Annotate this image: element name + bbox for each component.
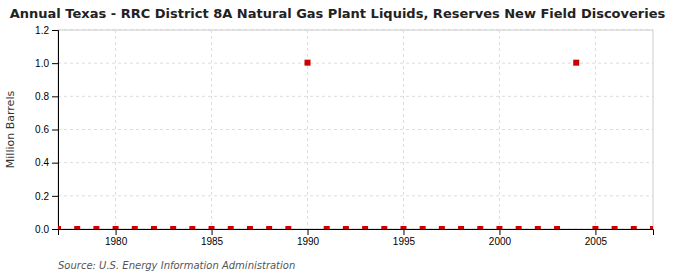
x-tick: 2005 (585, 229, 608, 247)
x-tick-mark (116, 229, 117, 235)
grid-line-y (58, 195, 653, 196)
point (113, 226, 119, 229)
y-tick: 0.2 (35, 191, 58, 202)
point (74, 226, 80, 229)
x-tick-label: 1980 (105, 236, 128, 247)
y-axis-title: Million Barrels (4, 91, 17, 169)
point (477, 226, 483, 229)
annotation: Source: U.S. Energy Information Administ… (58, 260, 295, 271)
point (420, 226, 426, 229)
grid-line-x (499, 30, 500, 229)
x-axis: 1980 1985 1990 1995 2000 2005 (59, 229, 654, 247)
point (170, 226, 176, 229)
x-axis-line (59, 230, 654, 236)
y-tick: 1.0 (35, 58, 58, 69)
point (247, 226, 253, 229)
y-tick-mark (52, 196, 58, 197)
x-tick: 1985 (201, 229, 224, 247)
point (516, 226, 522, 229)
x-tick-label: 1995 (393, 236, 416, 247)
y-tick-label: 0.6 (35, 124, 49, 135)
point (93, 226, 99, 229)
y-tick: 0.0 (35, 224, 58, 235)
point (305, 60, 311, 66)
y-tick-mark (52, 30, 58, 31)
point (458, 226, 464, 229)
y-tick: 0.6 (35, 124, 58, 135)
point (132, 226, 138, 229)
grid-line-x (211, 30, 212, 229)
plot-frame (58, 30, 653, 229)
point (554, 226, 560, 229)
point (362, 226, 368, 229)
point (535, 226, 541, 229)
points (58, 60, 653, 229)
x-tick-mark (212, 229, 213, 235)
point (228, 226, 234, 229)
x-tick: 1995 (393, 229, 416, 247)
point (573, 60, 579, 66)
y-axis-line (52, 31, 59, 230)
grid (58, 30, 653, 229)
y-tick-mark (52, 163, 58, 164)
x-tick: 1990 (297, 229, 320, 247)
x-tick-label: 2005 (585, 236, 608, 247)
chart: 1980 1985 1990 1995 2000 2005 0.0 0.2 0.4 0.6 0.8 1… (0, 0, 675, 275)
y-tick-label: 1.2 (35, 25, 49, 36)
x-tick-mark (499, 229, 500, 235)
point (612, 226, 618, 229)
grid-line-y (58, 63, 653, 64)
x-tick-label: 1990 (297, 236, 320, 247)
x-tick: 1980 (105, 229, 128, 247)
y-tick-label: 0.2 (35, 191, 49, 202)
plot: 1980 1985 1990 1995 2000 2005 0.0 0.2 0.4 0.6 0.8 1… (35, 25, 656, 247)
point (189, 226, 195, 229)
x-tick-mark (403, 229, 404, 235)
y-tick-mark (52, 130, 58, 131)
grid-line-y (58, 129, 653, 130)
point (496, 226, 502, 229)
point (58, 226, 61, 229)
x-tick-label: 1985 (201, 236, 224, 247)
x-tick-mark (595, 229, 596, 235)
y-tick-label: 1.0 (35, 58, 49, 69)
y-tick-label: 0.0 (35, 224, 49, 235)
point (592, 226, 598, 229)
y-tick-label: 0.8 (35, 91, 49, 102)
point (650, 226, 653, 229)
point (266, 226, 272, 229)
y-axis: 0.0 0.2 0.4 0.6 0.8 1.0 1.2 (35, 25, 58, 235)
y-tick: 1.2 (35, 25, 58, 36)
y-tick-mark (52, 96, 58, 97)
title: Annual Texas - RRC District 8A Natural G… (10, 6, 666, 21)
point (324, 226, 330, 229)
grid-line-x (403, 30, 404, 229)
x-tick: 2000 (489, 229, 512, 247)
point (631, 226, 637, 229)
point (343, 226, 349, 229)
point (381, 226, 387, 229)
y-tick-label: 0.4 (35, 157, 49, 168)
x-tick-label: 2000 (489, 236, 512, 247)
grid-line-y (58, 162, 653, 163)
grid-line-x (115, 30, 116, 229)
x-tick-mark (308, 229, 309, 235)
y-tick-mark (52, 229, 58, 230)
point (439, 226, 445, 229)
y-tick: 0.8 (35, 91, 58, 102)
grid-line-x (595, 30, 596, 229)
y-tick-mark (52, 63, 58, 64)
y-tick: 0.4 (35, 157, 58, 168)
point (209, 226, 215, 229)
point (151, 226, 157, 229)
grid-line-y (58, 96, 653, 97)
point (285, 226, 291, 229)
point (400, 226, 406, 229)
